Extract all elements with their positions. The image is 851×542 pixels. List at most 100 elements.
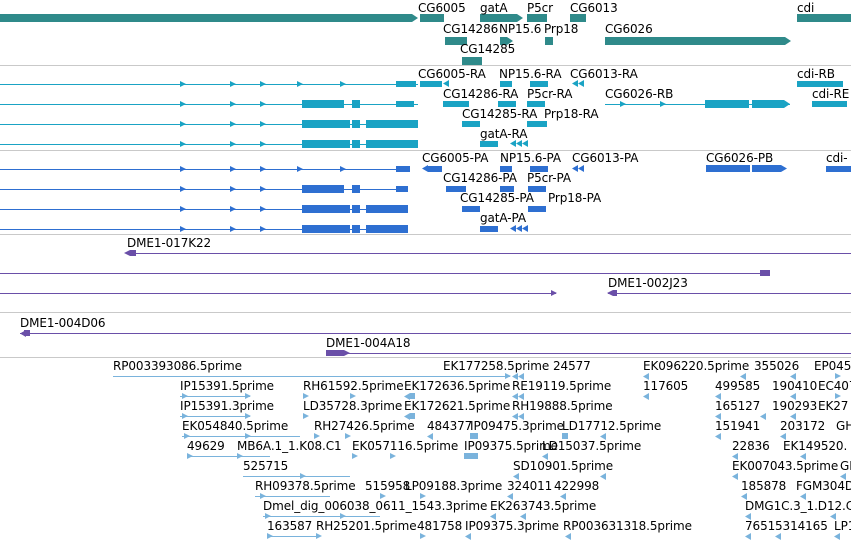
est-label[interactable]: 324011 xyxy=(507,479,553,493)
protein-label[interactable]: CG6005-PA xyxy=(422,151,489,165)
gene-p5cr[interactable] xyxy=(527,14,547,22)
est-label[interactable]: EK177258.5prime xyxy=(443,359,550,373)
est-label[interactable]: IP09475.3prime xyxy=(470,419,564,433)
exon-block[interactable] xyxy=(530,166,548,172)
est-label[interactable]: IP09375.3prime xyxy=(465,519,559,533)
protein-label[interactable]: CG6026-PB xyxy=(706,151,774,165)
exon-block[interactable] xyxy=(366,120,418,128)
bac-clone-label[interactable]: DME1-017K22 xyxy=(127,236,212,250)
exon-block[interactable] xyxy=(470,433,478,439)
est-label[interactable]: RP003631318.5prime xyxy=(563,519,692,533)
exon-block[interactable] xyxy=(705,100,749,108)
exon-block[interactable] xyxy=(530,81,548,87)
est-label[interactable]: EK054840.5prime xyxy=(182,419,289,433)
exon-block[interactable] xyxy=(528,206,546,212)
est-label[interactable]: 525715 xyxy=(243,459,289,473)
est-label[interactable]: RH09378.5prime xyxy=(255,479,356,493)
exon-block[interactable] xyxy=(428,166,442,172)
exon-block[interactable] xyxy=(352,100,360,108)
exon-block[interactable] xyxy=(302,185,344,193)
exon-block[interactable] xyxy=(500,186,514,192)
est-label[interactable]: SD10901.5prime xyxy=(513,459,614,473)
est-label[interactable]: 203172 xyxy=(780,419,826,433)
bac-clone-label[interactable]: DME1-004A18 xyxy=(326,336,411,350)
est-label[interactable]: RE19119.5prime xyxy=(512,379,612,393)
gene-label[interactable]: cdi xyxy=(797,1,815,15)
gene-prp18[interactable] xyxy=(545,37,553,45)
est-label[interactable]: RP003393086.5prime xyxy=(113,359,242,373)
gene-cg6026[interactable] xyxy=(605,37,791,45)
protein-label[interactable]: CG6013-PA xyxy=(572,151,639,165)
exon-block[interactable] xyxy=(302,120,350,128)
est-label[interactable]: EK057116.5prime xyxy=(352,439,459,453)
exon-block[interactable] xyxy=(352,120,360,128)
est-label[interactable]: Dmel_dig_006038_0611_1543.3prime xyxy=(263,499,488,513)
est-label[interactable]: EK172621.5prime xyxy=(404,399,511,413)
exon-block[interactable] xyxy=(352,205,360,213)
est-label[interactable]: IP15391.3prime xyxy=(180,399,274,413)
exon-block[interactable] xyxy=(760,270,770,276)
est-label[interactable]: EK096220.5prime xyxy=(643,359,750,373)
gene-label[interactable]: CG6005 xyxy=(418,1,466,15)
est-label[interactable]: 355026 xyxy=(754,359,800,373)
exon-block[interactable] xyxy=(396,81,416,87)
gene-label[interactable]: CG14286 xyxy=(443,22,499,36)
gene-cg14285[interactable] xyxy=(462,57,482,65)
gene-label[interactable]: gatA xyxy=(480,1,508,15)
exon-block[interactable] xyxy=(420,81,442,87)
feature-arrow-right[interactable] xyxy=(752,100,790,108)
est-label[interactable]: MB6A.1_1.K08.C1 xyxy=(237,439,342,453)
gene-label[interactable]: P5cr xyxy=(527,1,554,15)
est-label[interactable]: GH xyxy=(840,459,851,473)
exon-block[interactable] xyxy=(396,186,408,192)
est-label[interactable]: LD35728.3prime xyxy=(303,399,403,413)
exon-block[interactable] xyxy=(462,121,480,127)
exon-block[interactable] xyxy=(352,185,360,193)
protein-label[interactable]: Prp18-PA xyxy=(548,191,602,205)
exon-block[interactable] xyxy=(797,81,843,87)
est-label[interactable]: GH xyxy=(836,419,851,433)
exon-block[interactable] xyxy=(410,413,415,419)
est-label[interactable]: 163587 xyxy=(267,519,313,533)
est-label[interactable]: RH61592.5prime xyxy=(303,379,404,393)
exon-block[interactable] xyxy=(366,205,408,213)
bac-clone-label[interactable]: DME1-004D06 xyxy=(20,316,106,330)
gene-np15-6[interactable] xyxy=(500,37,513,45)
est-label[interactable]: IP15391.5prime xyxy=(180,379,274,393)
transcript-label[interactable]: cdi-RB xyxy=(797,67,835,81)
est-label[interactable]: 185878 xyxy=(741,479,787,493)
transcript-label[interactable]: CG6005-RA xyxy=(418,67,486,81)
gene-label[interactable]: CG6013 xyxy=(570,1,618,15)
feature-arrow-left[interactable] xyxy=(607,290,617,296)
gene-cg6005[interactable] xyxy=(0,14,418,22)
feature-arrow-right[interactable] xyxy=(326,350,350,356)
exon-block[interactable] xyxy=(826,166,851,172)
exon-block[interactable] xyxy=(302,205,350,213)
exon-block[interactable] xyxy=(498,101,516,107)
est-label[interactable]: 22836 xyxy=(732,439,770,453)
exon-block[interactable] xyxy=(462,206,480,212)
est-label[interactable]: RH25201.5prime xyxy=(316,519,417,533)
est-label[interactable]: 151941 xyxy=(715,419,761,433)
gene-label[interactable]: Prp18 xyxy=(544,22,579,36)
est-label[interactable]: RH27426.5prime xyxy=(314,419,415,433)
est-label[interactable]: IP09375.5prime xyxy=(464,439,558,453)
est-label[interactable]: EC407 xyxy=(818,379,851,393)
est-label[interactable]: EK149520. xyxy=(783,439,848,453)
exon-block[interactable] xyxy=(410,393,415,399)
exon-block[interactable] xyxy=(528,186,546,192)
protein-label[interactable]: CG14286-PA xyxy=(443,171,517,185)
protein-label[interactable]: cdi- xyxy=(826,151,848,165)
gene-cg6013[interactable] xyxy=(570,14,586,22)
est-label[interactable]: 484377 xyxy=(427,419,473,433)
transcript-label[interactable]: P5cr-RA xyxy=(527,87,573,101)
est-label[interactable]: EK263743.5prime xyxy=(490,499,597,513)
transcript-label[interactable]: gatA-RA xyxy=(480,127,528,141)
exon-block[interactable] xyxy=(24,330,30,336)
gene-gata[interactable] xyxy=(480,14,523,22)
gene-cg6005-end[interactable] xyxy=(420,14,444,22)
exon-block[interactable] xyxy=(480,141,498,147)
exon-block[interactable] xyxy=(352,140,360,148)
est-label[interactable]: LP1 xyxy=(834,519,851,533)
est-label[interactable]: LP09188.3prime xyxy=(405,479,503,493)
